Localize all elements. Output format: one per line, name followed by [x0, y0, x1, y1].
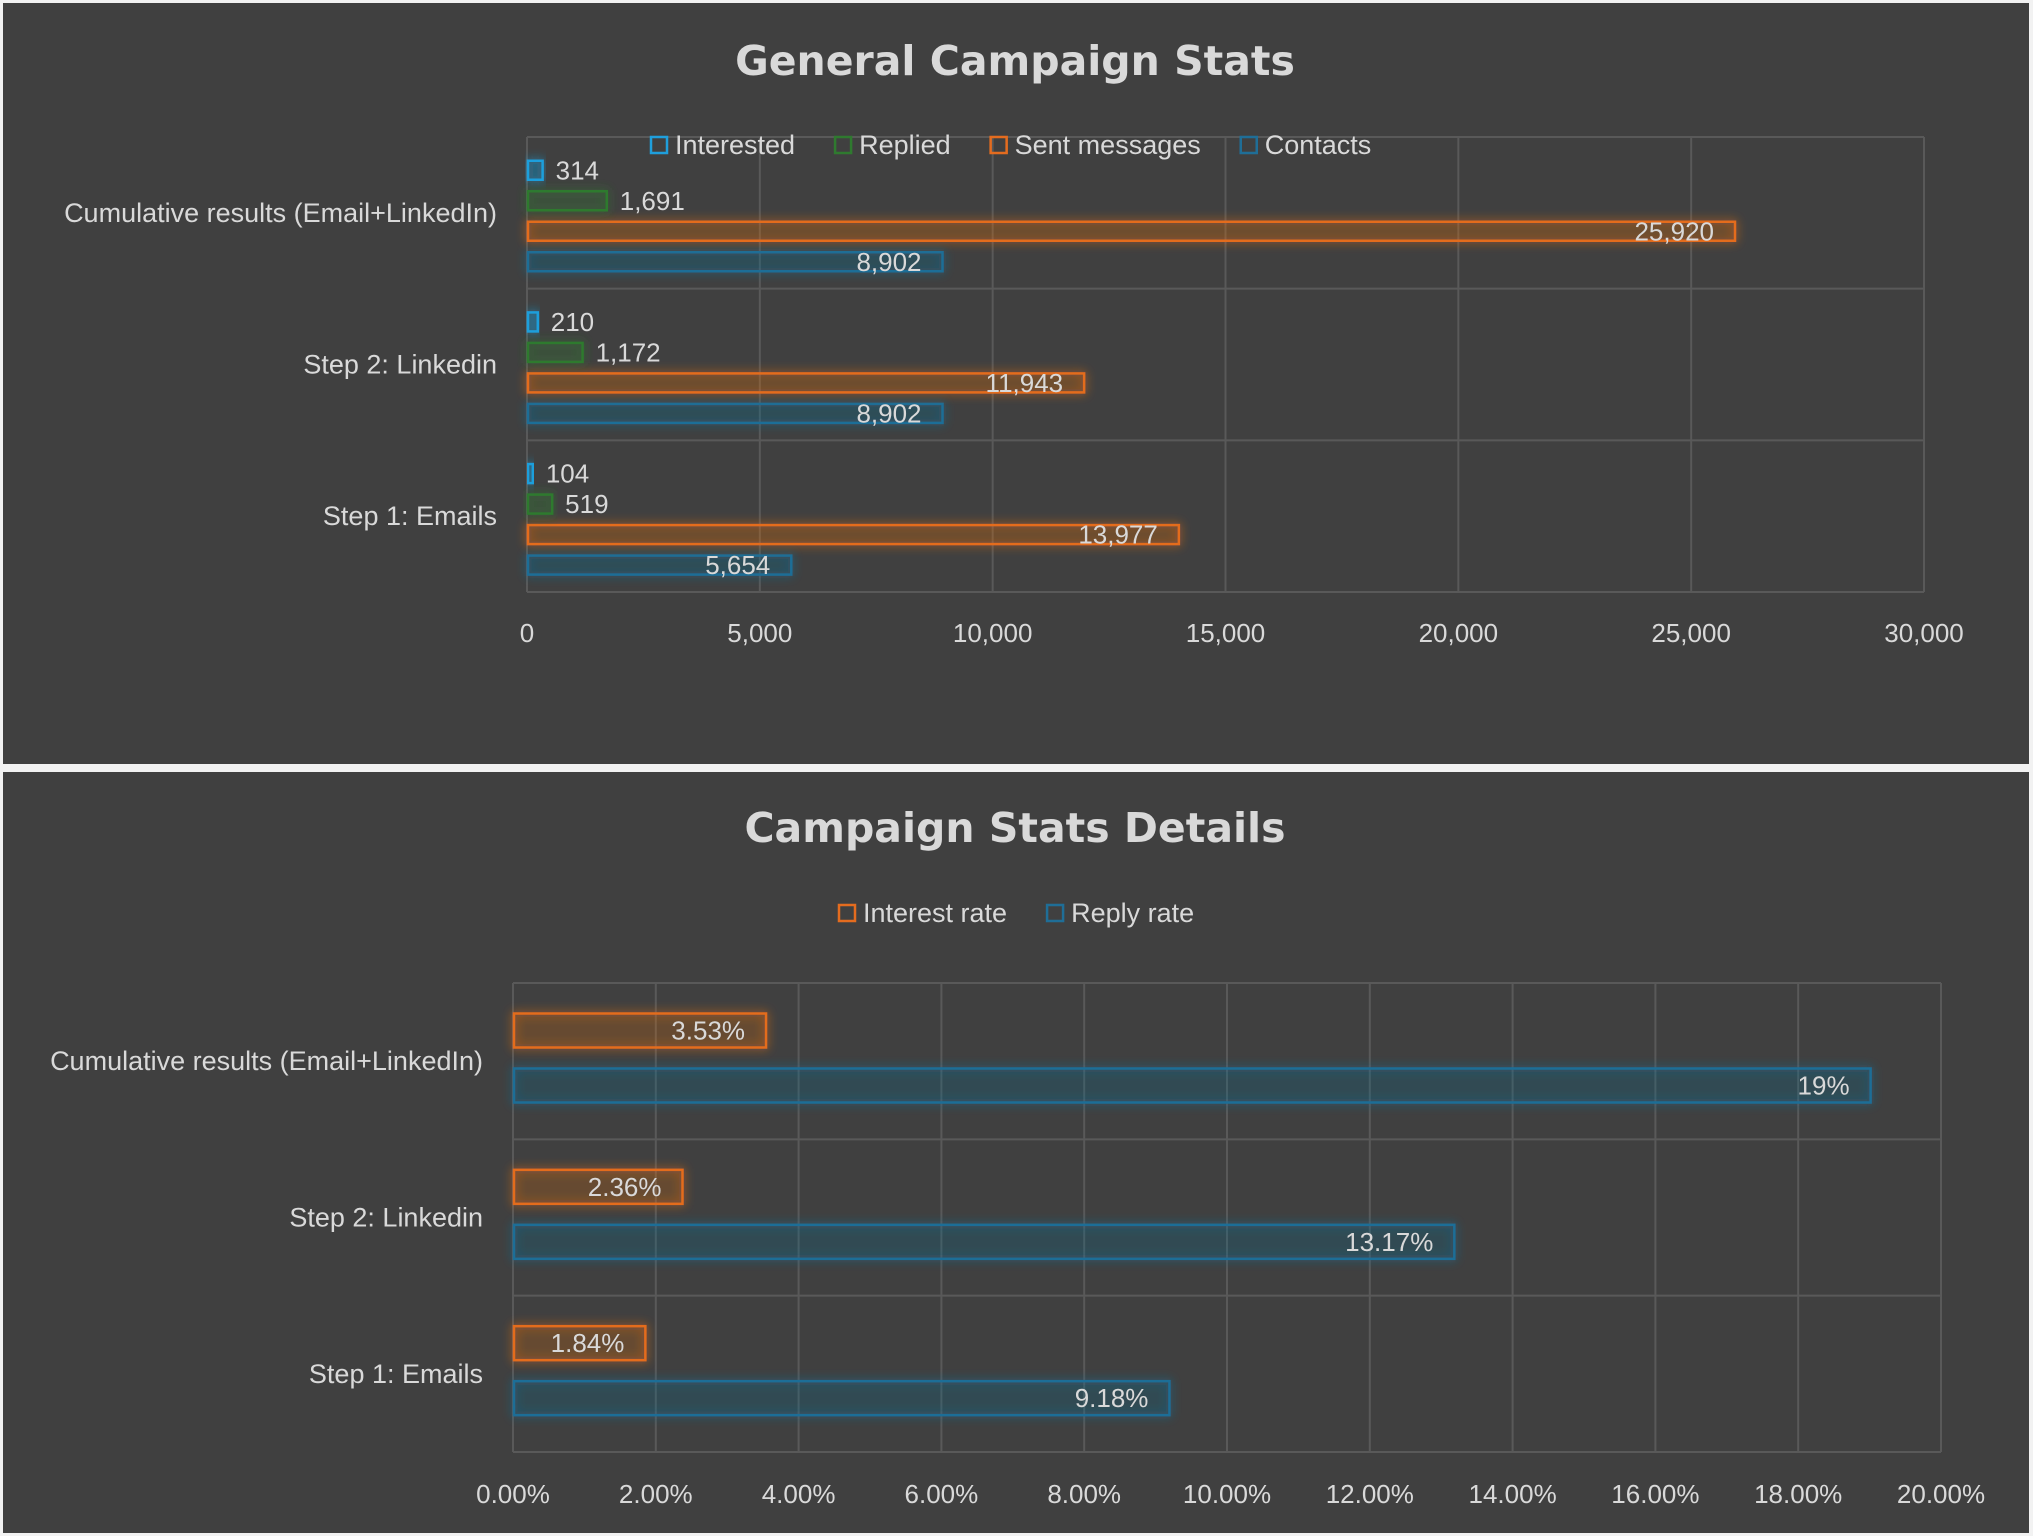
legend-label-interest-rate: Interest rate [863, 898, 1007, 928]
bar-sent-messages [526, 220, 1737, 242]
legend-label-contacts: Contacts [1265, 130, 1372, 160]
data-label-sent-messages: 25,920 [1634, 216, 1714, 246]
bar-interested [526, 159, 544, 181]
bar-interest-rate [512, 1168, 684, 1206]
chart-title: Campaign Stats Details [744, 804, 1285, 852]
campaign-stats-details-chart: Campaign Stats Details 0.00% 2.00% 4.00% 6.… [50, 804, 1985, 1509]
data-label-contacts: 5,654 [705, 550, 770, 580]
x-tick-label: 5,000 [727, 618, 792, 648]
data-label-interested: 104 [546, 459, 589, 489]
bar-replied [526, 493, 554, 515]
x-tick-label: 8.00% [1047, 1479, 1121, 1509]
category-label: Step 1: Emails [309, 1359, 483, 1389]
bar-replied [526, 341, 584, 364]
data-label-sent-messages: 13,977 [1078, 520, 1158, 550]
legend-swatch-replied [833, 135, 853, 155]
data-label-reply-rate: 19% [1798, 1071, 1850, 1101]
category-label: Step 2: Linkedin [303, 350, 497, 380]
category-label: Step 1: Emails [323, 501, 497, 531]
legend-swatch-interest-rate [837, 903, 857, 923]
bar-sent-messages [526, 523, 1181, 546]
category-label: Cumulative results (Email+LinkedIn) [50, 1046, 483, 1076]
bar-contacts [526, 402, 944, 425]
x-tick-label: 20.00% [1897, 1479, 1985, 1509]
legend-label-reply-rate: Reply rate [1071, 898, 1194, 928]
x-tick-label: 10,000 [953, 618, 1033, 648]
bar-sent-messages [526, 372, 1086, 394]
data-label-replied: 1,691 [620, 186, 685, 216]
bar-interested [526, 462, 535, 485]
data-label-interest-rate: 3.53% [671, 1016, 745, 1046]
data-label-sent-messages: 11,943 [986, 368, 1064, 398]
chart-title: General Campaign Stats [735, 37, 1295, 85]
data-label-reply-rate: 13.17% [1345, 1227, 1433, 1257]
data-label-interested: 210 [551, 307, 594, 337]
bar-replied [526, 190, 608, 212]
x-tick-label: 30,000 [1884, 618, 1964, 648]
x-tick-label: 2.00% [619, 1479, 693, 1509]
category-label: Step 2: Linkedin [289, 1203, 483, 1233]
x-tick-label: 20,000 [1419, 618, 1499, 648]
x-tick-label: 6.00% [905, 1479, 979, 1509]
data-label-replied: 1,172 [596, 337, 661, 367]
legend-label-sent-messages: Sent messages [1015, 130, 1201, 160]
x-tick-label: 0 [520, 618, 534, 648]
x-tick-label: 15,000 [1186, 618, 1266, 648]
data-label-contacts: 8,902 [856, 247, 921, 277]
legend-label-interested: Interested [675, 130, 795, 160]
legend-label-replied: Replied [859, 130, 951, 160]
data-label-replied: 519 [565, 489, 608, 519]
x-tick-label: 25,000 [1651, 618, 1731, 648]
x-tick-label: 0.00% [476, 1479, 550, 1509]
legend-swatch-interested [649, 135, 669, 155]
legend-swatch-sent-messages [989, 135, 1008, 155]
x-tick-label: 18.00% [1754, 1479, 1842, 1509]
bar-interest-rate [512, 1324, 647, 1362]
legend-swatch-contacts [1239, 135, 1258, 155]
bar-interest-rate [512, 1012, 768, 1049]
data-label-interest-rate: 2.36% [588, 1172, 662, 1202]
campaign-stats-details-panel: Campaign Stats Details 0.00% 2.00% 4.00% 6.… [3, 772, 2029, 1533]
x-tick-label: 10.00% [1183, 1479, 1271, 1509]
legend-swatch-reply-rate [1045, 903, 1065, 923]
x-tick-label: 12.00% [1326, 1479, 1414, 1509]
data-label-reply-rate: 9.18% [1075, 1383, 1149, 1413]
bar-contacts [526, 554, 793, 576]
data-label-interest-rate: 1.84% [551, 1328, 625, 1358]
bar-contacts [526, 251, 944, 273]
x-tick-label: 4.00% [762, 1479, 836, 1509]
bar-reply-rate [512, 1067, 1872, 1104]
data-label-interested: 314 [556, 155, 599, 185]
bar-interested [526, 311, 540, 333]
general-campaign-stats-panel: General Campaign Stats 0 5,000 10,000 15,00… [3, 3, 2029, 764]
bar-reply-rate [512, 1223, 1456, 1261]
x-tick-label: 16.00% [1611, 1479, 1699, 1509]
bar-reply-rate [512, 1379, 1171, 1417]
data-label-contacts: 8,902 [856, 398, 921, 428]
category-label: Cumulative results (Email+LinkedIn) [64, 198, 497, 228]
general-campaign-stats-chart: General Campaign Stats 0 5,000 10,000 15,00… [64, 37, 1964, 648]
x-tick-label: 14.00% [1469, 1479, 1557, 1509]
